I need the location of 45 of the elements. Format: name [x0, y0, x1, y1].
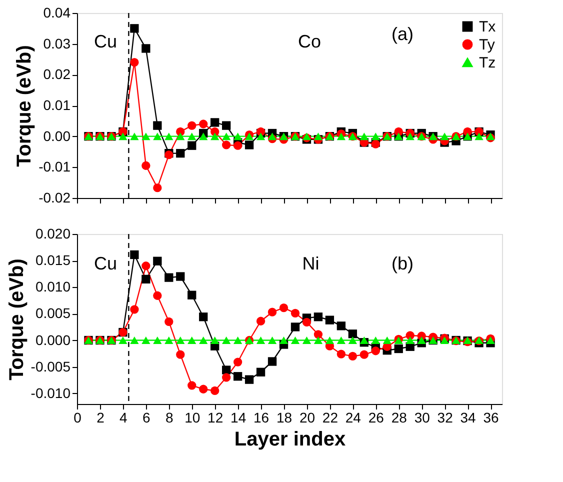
annotation: (a): [392, 24, 414, 44]
x-tick-label: 16: [253, 410, 270, 426]
y-tick-label: 0.03: [43, 35, 71, 52]
y-tick-label: 0.015: [35, 252, 71, 268]
y-axis-title: Torque (eVb): [14, 45, 36, 167]
x-tick-label: 22: [322, 410, 338, 426]
y-tick-label: -0.005: [30, 358, 71, 374]
x-tick-label: 24: [345, 410, 362, 426]
x-tick-label: 34: [460, 410, 476, 426]
x-tick-label: 2: [96, 410, 105, 426]
annotation: Ni: [302, 254, 320, 274]
x-tick-label: 8: [165, 410, 174, 426]
y-tick-label: 0.04: [43, 4, 71, 20]
x-tick-label: 18: [276, 410, 292, 426]
y-tick-label: 0.010: [35, 278, 71, 295]
y-tick-label: 0.00: [43, 128, 71, 144]
x-tick-label: 26: [368, 410, 384, 426]
x-tick-label: 4: [120, 410, 128, 426]
annotation: Cu: [94, 32, 118, 52]
x-tick-label: 6: [142, 410, 151, 426]
x-tick-label: 30: [414, 410, 430, 426]
x-tick-label: 12: [208, 410, 224, 426]
legend-label: Tz: [479, 54, 496, 72]
x-tick-label: 10: [184, 410, 200, 426]
y-tick-label: 0.02: [43, 66, 71, 82]
x-tick-label: 36: [483, 410, 500, 426]
legend-label: Ty: [479, 36, 496, 54]
x-tick-label: 14: [230, 410, 246, 426]
y-tick-label: 0.000: [35, 332, 71, 348]
x-tick-label: 0: [74, 410, 82, 426]
y-tick-label: 0.005: [35, 305, 71, 322]
x-tick-label: 20: [299, 410, 316, 426]
x-tick-label: 32: [437, 410, 454, 426]
y-axis-title: Torque (eVb): [6, 258, 28, 380]
y-tick-label: -0.01: [38, 158, 71, 175]
annotation: Cu: [94, 254, 118, 274]
y-tick-label: 0.020: [35, 226, 71, 242]
x-tick-label: 28: [391, 410, 408, 426]
y-tick-label: -0.010: [30, 384, 71, 401]
annotation: (b): [392, 254, 414, 274]
annotation: Co: [298, 32, 322, 52]
legend-label: Tx: [479, 18, 496, 36]
y-tick-label: 0.01: [43, 97, 71, 113]
x-axis-title: Layer index: [234, 428, 346, 450]
y-tick-label: -0.02: [38, 190, 71, 206]
